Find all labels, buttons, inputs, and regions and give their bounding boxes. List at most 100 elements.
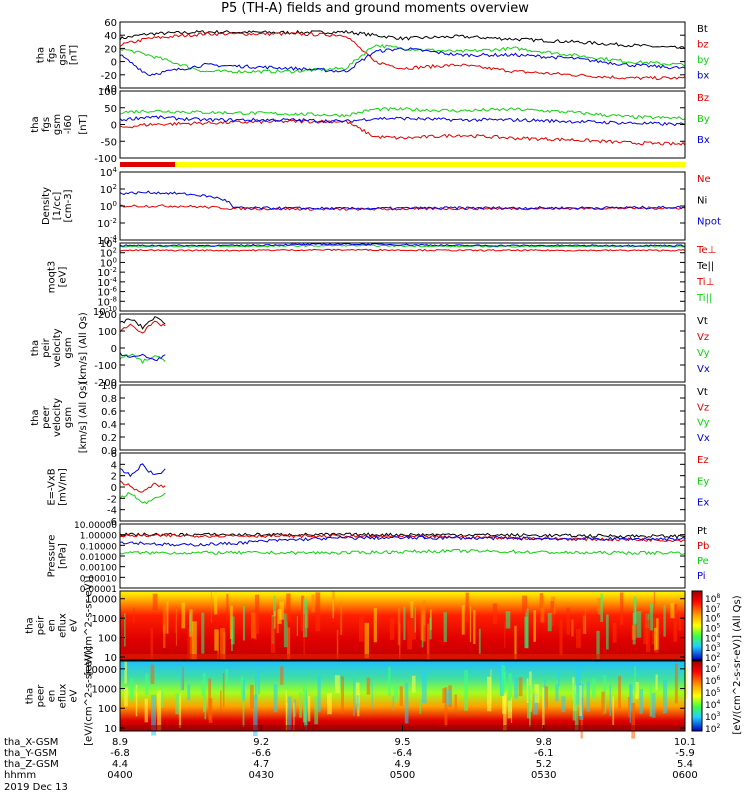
spectrogram-stripe [341,676,344,714]
spectrogram-stripe [534,684,540,703]
spectrogram-stripe [175,693,180,715]
x-tick-label: 9.5 [395,737,411,748]
spectrogram-stripe [220,628,225,660]
legend-entry: By [697,114,710,125]
ephemeris-label: hhmm [4,770,36,781]
legend-entry: Bz [697,93,709,104]
spectrogram-stripe [257,665,260,695]
y-tick-label: 100 [100,256,117,269]
spectrogram-stripe [293,702,295,737]
y-tick-label: -50 [101,137,117,148]
y-axis-label: [eV] [58,267,69,288]
spectrogram-stripe [392,696,394,711]
spectrogram-stripe [187,627,189,659]
y-tick-label: -6 [107,517,117,528]
y-axis-label: tha [30,116,41,132]
spectrogram-stripe [301,595,305,631]
series-Pt [119,532,686,539]
y-axis-label: moqt3 [47,261,58,294]
x-tick-label: 9.8 [536,737,552,748]
y-axis-label: [km/s] (All Qs) [78,312,89,384]
spectrogram-stripe [486,676,492,712]
y-axis-label: eflux [58,613,69,638]
legend-entry: Ti|| [696,293,712,304]
spectrogram-stripe [443,612,447,642]
series-by [119,44,686,74]
y-tick-label: -200 [94,378,117,389]
spectrogram-stripe [514,625,517,662]
spectrogram-stripe [366,677,371,695]
y-axis-label: peer [41,405,52,429]
spectrogram-stripe [162,603,166,634]
panel-frame [119,452,686,522]
spectrogram-stripe [600,593,603,622]
y-tick-label: 0.00100 [80,564,117,574]
spectrogram-stripe [231,629,233,651]
spectrogram-stripe [356,695,359,711]
y-tick-label: 100 [98,704,117,715]
ephemeris-label: tha_Y-GSM [4,748,57,759]
spectrogram-stripe [166,601,169,634]
spectrogram-stripe [501,665,506,694]
panel-frame [119,384,686,451]
y-tick-label: 10 [104,724,117,735]
y-tick-label: 50 [104,104,117,115]
spectrogram-stripe [605,614,609,650]
spectrogram-stripe [189,614,191,637]
y-axis-label: peir [41,337,52,357]
spectrogram-stripe [311,594,315,613]
spectrogram-stripe [364,622,370,659]
spectrogram-stripe [478,628,481,654]
spectrogram-stripe [655,674,658,691]
panel-2: tha fgs gsm -l60 [nT] Bz By Bx [30,90,710,159]
spectrogram-stripe [214,629,219,651]
spectrogram-stripe [150,664,155,685]
spectrogram-stripe [670,603,675,619]
series-Vz [119,320,166,334]
legend-entry: Ex [697,498,709,509]
y-tick-label: 60 [104,18,117,29]
spectrogram-stripe [442,688,447,704]
y-axis-label: [eV/(cm^2-s-sr-eV)] [84,646,95,746]
spectrogram-stripe [201,612,205,654]
y-axis-label: [1/cc] [52,192,63,221]
y-tick-label: 6 [111,449,117,460]
legend-entry: Vy [697,348,710,359]
y-tick-label: 10-8 [97,295,117,308]
y-tick-label: 0.10000 [80,542,117,552]
spectrogram-stripe [628,696,630,718]
spectrogram-stripe [286,627,291,663]
panel-frame [119,590,686,661]
y-tick-label: 20 [104,44,117,55]
legend-entry: Vx [697,364,710,375]
colorbar-tick-label: 102 [705,652,720,664]
y-tick-label: 0 [111,483,117,494]
spectrogram-stripe [634,665,636,690]
spectrogram-stripe [189,632,195,664]
spectrogram-stripe [518,677,523,697]
series-Npot [119,190,686,211]
y-tick-label: -100 [94,361,117,372]
x-tick-label: 4.4 [112,759,128,770]
y-axis-label: [mV/m] [58,468,69,506]
legend-entry: Ez [697,455,709,466]
colorbar-tick-label: 103 [705,711,720,723]
legend-entry: Pt [697,526,707,537]
spectrogram-stripe [591,678,596,699]
legend-entry: Vy [697,418,710,429]
y-axis-label: gsm [58,44,69,65]
spectrogram-stripe [124,661,127,684]
spectrogram-stripe [135,684,138,717]
spectrogram-stripe [656,618,659,650]
series-Ez [119,480,166,493]
spectrogram-stripe [571,619,574,637]
y-axis-label: gsm [63,337,74,358]
series-Bz [119,119,686,146]
spectrogram-stripe [286,593,291,622]
spectrogram-stripe [444,687,448,727]
spectrogram-stripe [662,679,668,714]
x-tick-label: 5.2 [536,759,552,770]
panel-8: Pressure [nPa] Pt Pb Pe Pi [47,523,709,589]
colorbar-tick-label: 102 [705,723,720,735]
